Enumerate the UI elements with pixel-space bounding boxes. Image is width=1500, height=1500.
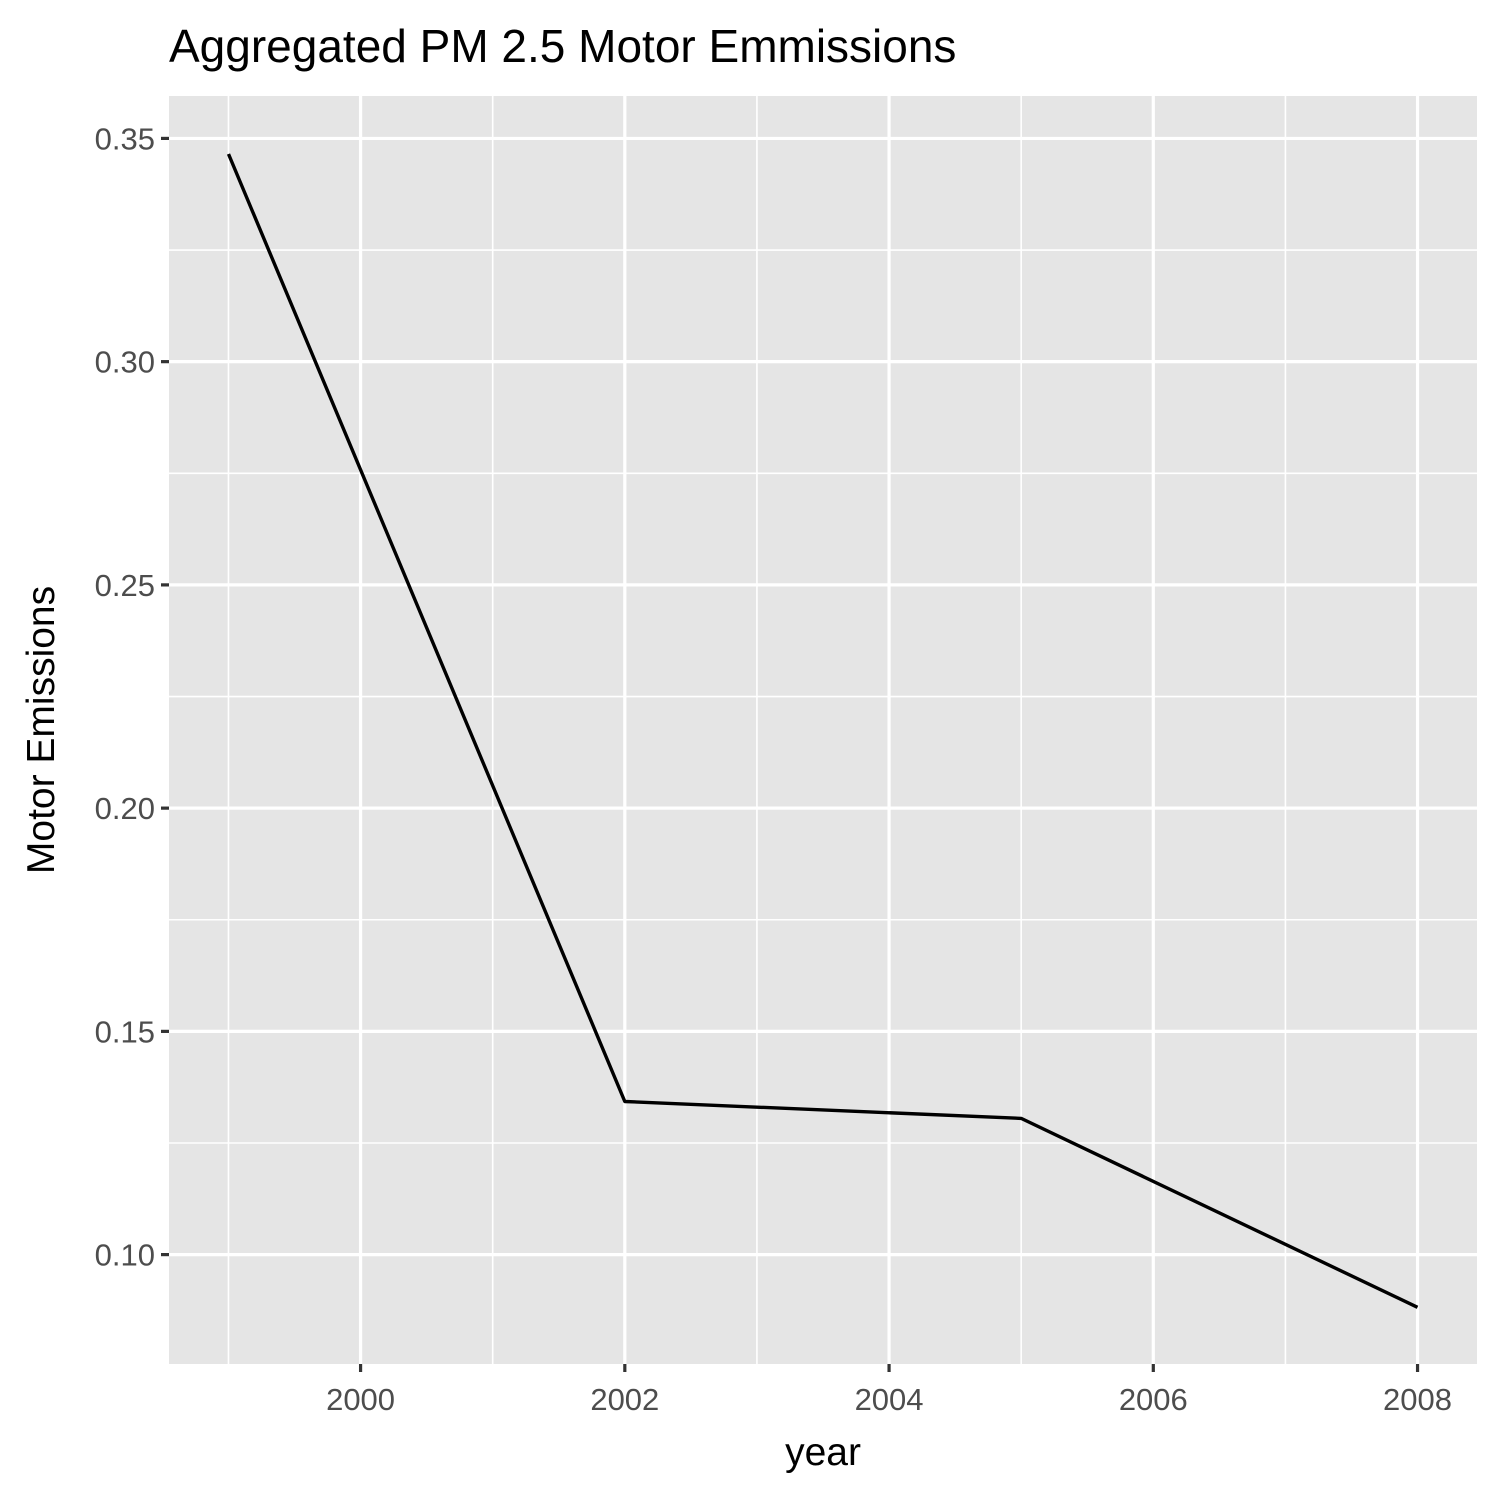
y-axis: 0.10 0.15 0.20 0.25 0.30 0.35: [95, 121, 169, 1273]
y-tick-label: 0.35: [95, 121, 155, 156]
y-tick-label: 0.15: [95, 1014, 155, 1049]
y-tick-label: 0.10: [95, 1238, 155, 1273]
y-tick-label: 0.20: [95, 791, 155, 826]
minor-x-gridlines: [227, 96, 1287, 1364]
y-tick-label: 0.30: [95, 345, 155, 380]
y-tick-label: 0.25: [95, 568, 155, 603]
chart-title: Aggregated PM 2.5 Motor Emmissions: [169, 20, 956, 72]
x-axis-title: year: [785, 1431, 861, 1474]
major-x-gridlines: [358, 96, 1420, 1364]
x-axis: 2000 2002 2004 2006 2008: [326, 1364, 1452, 1417]
x-tick-label: 2004: [855, 1382, 924, 1417]
x-tick-label: 2000: [326, 1382, 395, 1417]
y-axis-title: Motor Emissions: [20, 586, 63, 874]
plot-panel: [169, 96, 1477, 1364]
x-tick-label: 2008: [1383, 1382, 1452, 1417]
minor-y-gridlines: [169, 249, 1477, 1144]
major-y-gridlines: [169, 136, 1477, 1257]
x-tick-label: 2002: [590, 1382, 659, 1417]
series-layer: [226, 153, 1419, 1309]
x-tick-label: 2006: [1119, 1382, 1188, 1417]
series-line: [226, 153, 1419, 1309]
